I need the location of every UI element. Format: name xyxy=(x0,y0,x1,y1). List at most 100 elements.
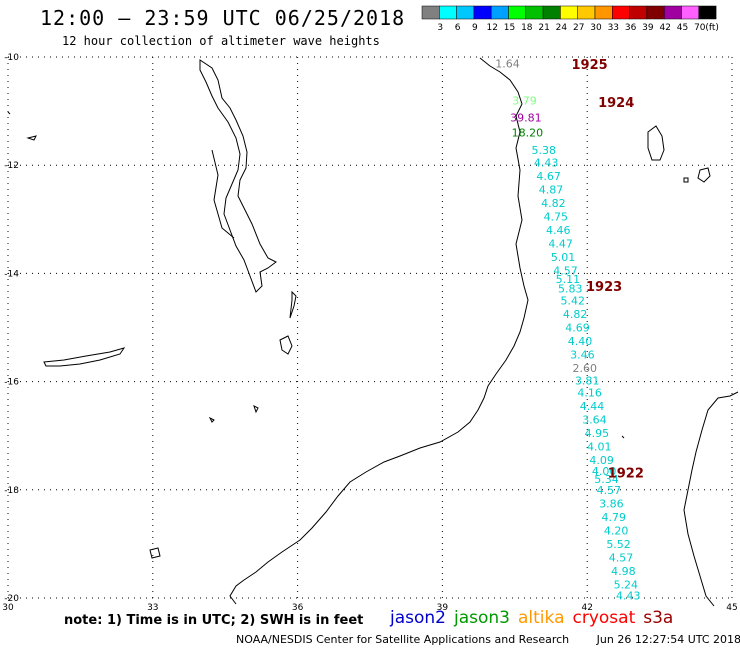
color-legend: 3 6 9 12 15 18 21 24 27 30 33 36 39 42 45 70 (ft) xyxy=(421,5,719,33)
swh-value-label: 2.60 xyxy=(573,362,598,375)
legend-label: 21 xyxy=(538,23,549,33)
comoros-island xyxy=(647,125,665,161)
lon-tick-label: 36 xyxy=(292,603,304,613)
comoros-island xyxy=(683,177,689,183)
legend-swatch xyxy=(698,5,717,20)
legend-label: 36 xyxy=(625,23,637,33)
legend-label: 15 xyxy=(504,23,515,33)
lat-tick-label: -20 xyxy=(4,594,19,604)
legend-label: 70 xyxy=(694,23,706,33)
madagascar-west-coast xyxy=(683,391,739,607)
axis-tick-labels: 30 33 36 39 42 45 -10 -12 -14 -16 -18 -20 xyxy=(2,53,737,613)
lon-tick-label: 39 xyxy=(437,603,449,613)
lat-tick-label: -12 xyxy=(4,161,19,171)
satellite-legend: jason2 jason3 altika cryosat s3a xyxy=(390,608,681,628)
swh-value-label: 5.24 xyxy=(614,578,639,591)
swh-value-label: 1.64 xyxy=(495,57,520,70)
swh-value-label: 4.57 xyxy=(597,484,622,497)
legend-label: 39 xyxy=(642,23,654,33)
pass-number-label: 1924 xyxy=(598,96,634,111)
lon-tick-label: 42 xyxy=(581,603,592,613)
pass-number-label: 1925 xyxy=(572,58,608,73)
swh-value-label: 4.57 xyxy=(553,265,578,278)
lat-tick-label: -18 xyxy=(4,486,19,496)
pass-number-label: 1923 xyxy=(586,280,622,295)
swh-value-label: 3.64 xyxy=(582,413,607,426)
small-lake-outline xyxy=(279,335,293,355)
legend-label: 33 xyxy=(608,23,619,33)
satellite-name: jason2 xyxy=(390,608,446,628)
lake-bangweulu-outline xyxy=(43,347,126,367)
legend-label: 12 xyxy=(486,23,497,33)
swh-value-label: 4.47 xyxy=(548,238,573,251)
lat-tick-label: -14 xyxy=(4,269,19,279)
swh-value-label: 4.16 xyxy=(577,386,602,399)
swh-value-label: 3.79 xyxy=(512,94,537,107)
lat-lon-grid xyxy=(7,56,733,599)
swh-value-label: 4.20 xyxy=(604,524,629,537)
swh-value-label: 3.81 xyxy=(575,375,600,388)
small-lake-outline xyxy=(253,405,259,414)
swh-value-label: 3.46 xyxy=(570,349,595,362)
swh-value-label: 4.44 xyxy=(580,400,605,413)
pass-labels: 1925 1924 1923 1922 xyxy=(572,58,644,481)
satellite-name: s3a xyxy=(643,608,674,628)
swh-value-label: 4.75 xyxy=(544,211,569,224)
swh-value-label: 5.38 xyxy=(532,144,557,157)
swh-value-label: 4.40 xyxy=(568,335,593,348)
swh-value-label: 5.11 xyxy=(556,273,581,286)
swh-value-label: 4.67 xyxy=(536,170,561,183)
satellite-name: jason3 xyxy=(454,608,510,628)
lon-tick-label: 33 xyxy=(147,603,158,613)
legend-label: 27 xyxy=(573,23,584,33)
credit-text: NOAA/NESDIS Center for Satellite Applica… xyxy=(236,633,570,646)
swh-value-label: 4.43 xyxy=(534,156,559,169)
swh-value-label: 18.20 xyxy=(512,127,544,140)
swh-value-label: 39.81 xyxy=(510,112,542,125)
swh-value-label: 5.42 xyxy=(560,294,585,307)
legend-unit: (ft) xyxy=(705,23,719,33)
swh-value-label: 4.09 xyxy=(589,454,614,467)
swh-value-label: 4.82 xyxy=(563,308,588,321)
swh-value-label: 4.98 xyxy=(611,565,636,578)
map-subtitle: 12 hour collection of altimeter wave hei… xyxy=(62,34,380,48)
legend-label: 9 xyxy=(472,23,478,33)
credit-line: NOAA/NESDIS Center for Satellite Applica… xyxy=(236,633,740,646)
swh-value-label: 4.79 xyxy=(601,511,626,524)
small-lake-outline xyxy=(208,416,215,423)
satellite-name: altika xyxy=(518,608,565,628)
legend-label: 18 xyxy=(521,23,533,33)
lon-tick-label: 30 xyxy=(2,603,14,613)
swh-value-label: 5.01 xyxy=(551,251,576,264)
legend-label: 3 xyxy=(437,23,443,33)
legend-label: 30 xyxy=(590,23,602,33)
satellite-name: cryosat xyxy=(572,608,636,628)
small-lake-outline xyxy=(149,547,161,559)
lake-malawi-outline xyxy=(199,59,277,293)
lake-inner-shore xyxy=(211,149,235,239)
swh-points: 1.643.7939.8118.205.384.434.674.874.824.… xyxy=(495,57,640,602)
legend-label: 6 xyxy=(455,23,461,33)
lat-tick-label: -16 xyxy=(4,378,19,388)
coastline xyxy=(7,57,739,607)
legend-label: 24 xyxy=(556,23,568,33)
island-dot xyxy=(7,111,11,115)
mozambique-coast xyxy=(229,57,529,605)
legend-label: 42 xyxy=(659,23,670,33)
generated-timestamp: Jun 26 12:27:54 UTC 2018 xyxy=(596,633,740,646)
legend-label: 45 xyxy=(677,23,688,33)
swh-value-label: 4.46 xyxy=(546,224,571,237)
swh-value-label: 4.57 xyxy=(609,551,634,564)
wave-height-map: 30 33 36 39 42 45-10-12-14-16-18-20 1.643.793… xyxy=(2,53,739,613)
comoros-island xyxy=(697,167,711,183)
island-dot xyxy=(621,435,625,439)
lon-tick-label: 45 xyxy=(726,603,737,613)
note-text: note: 1) Time is in UTC; 2) SWH is in fe… xyxy=(64,613,364,628)
swh-value-label: 5.34 xyxy=(594,473,619,486)
lat-tick-label: -10 xyxy=(4,53,19,63)
swh-value-label: 4.43 xyxy=(616,589,641,602)
swh-value-label: 4.69 xyxy=(565,322,590,335)
swh-value-label: 4.82 xyxy=(541,197,566,210)
swh-value-label: 4.01 xyxy=(587,441,612,454)
swh-value-label: 3.86 xyxy=(599,497,624,510)
